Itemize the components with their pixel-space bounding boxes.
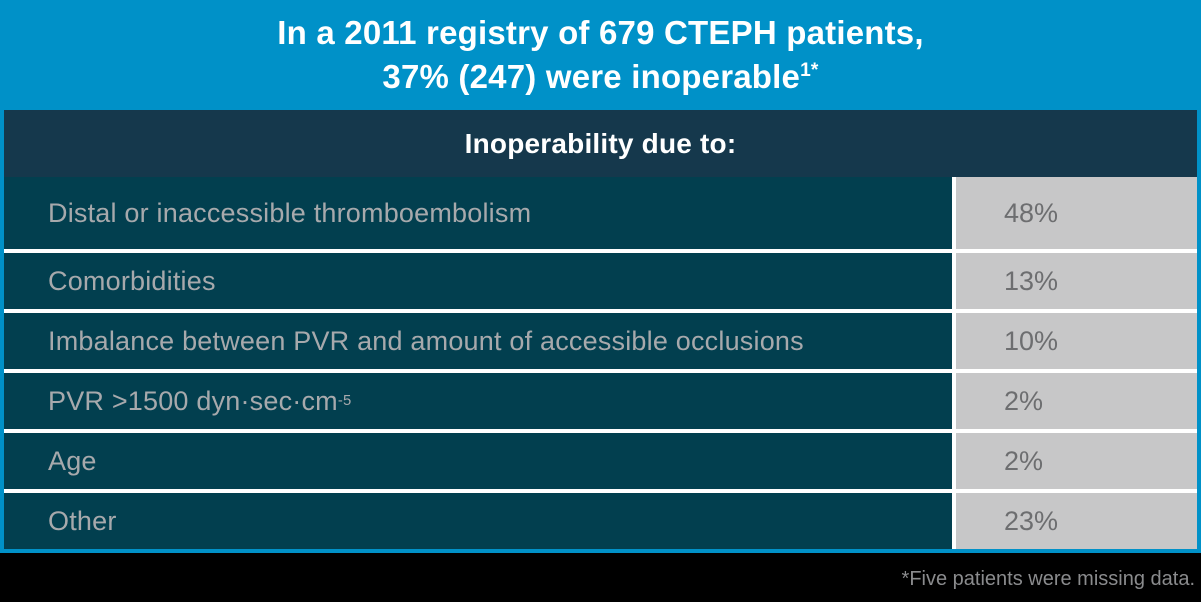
row-label: Age bbox=[48, 445, 97, 476]
table-header: Inoperability due to: bbox=[4, 110, 1197, 177]
row-label: Imbalance between PVR and amount of acce… bbox=[48, 325, 804, 356]
inoperability-table: Inoperability due to: Distal or inaccess… bbox=[0, 110, 1201, 553]
row-label: Comorbidities bbox=[48, 265, 216, 296]
row-value: 10% bbox=[952, 313, 1197, 369]
table-row: Other 23% bbox=[4, 489, 1197, 549]
row-label: Other bbox=[48, 505, 117, 536]
row-value: 13% bbox=[952, 253, 1197, 309]
banner-title-line2: 37% (247) were inoperable1* bbox=[382, 58, 819, 95]
row-value: 48% bbox=[952, 177, 1197, 249]
footnote: *Five patients were missing data. bbox=[0, 553, 1201, 602]
table-row: Comorbidities 13% bbox=[4, 249, 1197, 309]
table-row: Imbalance between PVR and amount of acce… bbox=[4, 309, 1197, 369]
table-row: Distal or inaccessible thromboembolism 4… bbox=[4, 177, 1197, 249]
row-label: PVR >1500 dyn·sec·cm -5 bbox=[48, 385, 352, 416]
banner-title-line1: In a 2011 registry of 679 CTEPH patients… bbox=[277, 14, 924, 52]
row-value: 2% bbox=[952, 373, 1197, 429]
banner-title-superscript: 1* bbox=[800, 60, 819, 81]
table-row: PVR >1500 dyn·sec·cm -5 2% bbox=[4, 369, 1197, 429]
banner: In a 2011 registry of 679 CTEPH patients… bbox=[0, 0, 1201, 110]
row-value: 23% bbox=[952, 493, 1197, 549]
table-row: Age 2% bbox=[4, 429, 1197, 489]
row-label: Distal or inaccessible thromboembolism bbox=[48, 197, 532, 228]
row-value: 2% bbox=[952, 433, 1197, 489]
